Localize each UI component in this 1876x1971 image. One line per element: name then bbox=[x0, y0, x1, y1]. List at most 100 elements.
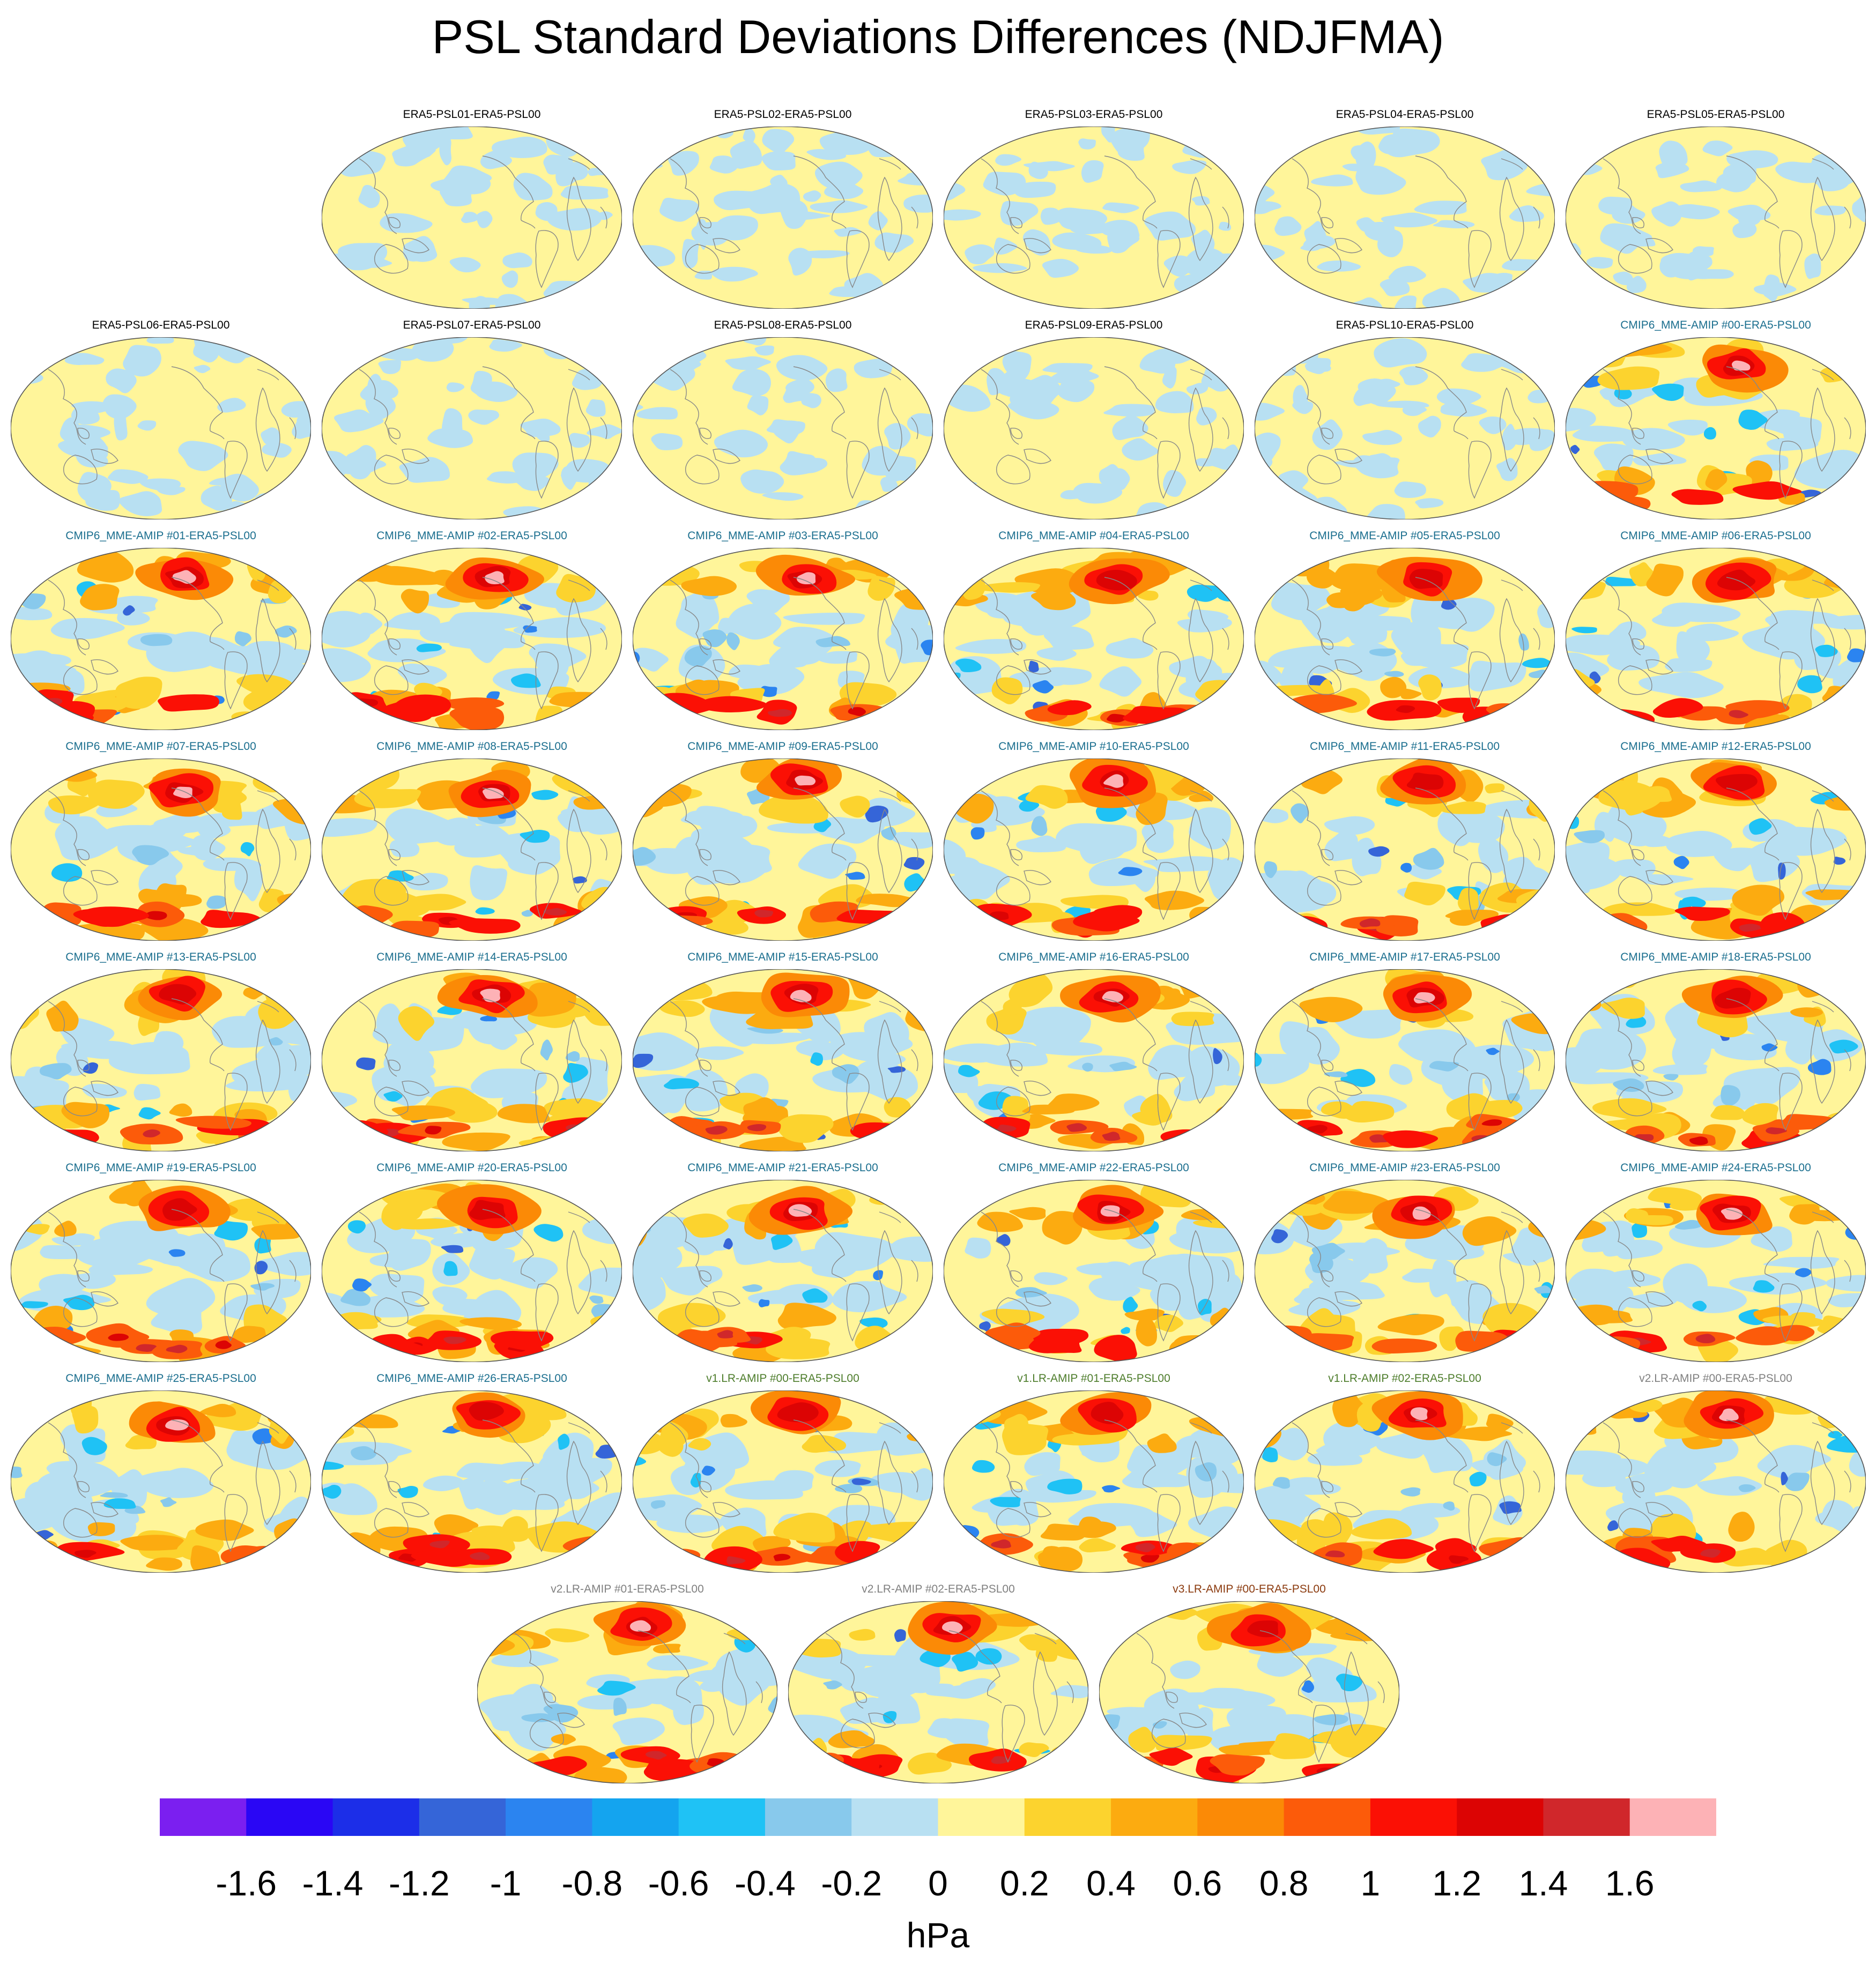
negative-anomaly-region bbox=[1524, 491, 1551, 519]
negative-anomaly-region bbox=[1176, 1434, 1236, 1458]
negative-anomaly-region bbox=[589, 1295, 604, 1304]
coastline bbox=[722, 1651, 747, 1736]
positive-anomaly-region bbox=[1033, 1328, 1089, 1348]
global-map bbox=[11, 337, 311, 519]
positive-anomaly-region bbox=[836, 910, 904, 924]
positive-anomaly-region bbox=[944, 716, 962, 730]
negative-anomaly-region bbox=[461, 824, 513, 850]
colorbar-tick-label: 1.6 bbox=[1605, 1863, 1655, 1903]
negative-anomaly-region bbox=[461, 212, 478, 224]
map-panel: ERA5-PSL10-ERA5-PSL00 bbox=[1249, 319, 1560, 523]
coastline bbox=[289, 417, 296, 440]
negative-anomaly-region bbox=[742, 1284, 762, 1292]
coastline bbox=[1222, 417, 1229, 440]
positive-anomaly-region bbox=[215, 1340, 232, 1349]
coastline bbox=[1645, 449, 1673, 464]
negative-anomaly-region bbox=[1274, 216, 1302, 236]
coastline bbox=[535, 1073, 559, 1131]
coastline bbox=[793, 787, 845, 853]
map-panel: v3.LR-AMIP #00-ERA5-PSL00 bbox=[1094, 1583, 1405, 1787]
positive-anomaly-region bbox=[232, 1326, 268, 1343]
map-outline bbox=[944, 1180, 1244, 1362]
negative-anomaly-region bbox=[325, 292, 370, 309]
positive-anomaly-region bbox=[1797, 969, 1829, 998]
coastline bbox=[359, 369, 397, 445]
positive-anomaly-region bbox=[24, 1224, 50, 1235]
positive-anomaly-region bbox=[434, 1514, 479, 1538]
negative-anomaly-region bbox=[424, 127, 473, 139]
negative-anomaly-region bbox=[944, 489, 979, 499]
negative-anomaly-region bbox=[1022, 229, 1051, 256]
coastline bbox=[1779, 862, 1803, 920]
coastline bbox=[255, 1019, 280, 1104]
coastline bbox=[1764, 641, 1779, 650]
coastline bbox=[1632, 428, 1644, 439]
coastline bbox=[832, 852, 847, 861]
negative-anomaly-region bbox=[449, 257, 481, 273]
coastline bbox=[1844, 1470, 1851, 1493]
coastline bbox=[911, 1470, 918, 1493]
negative-anomaly-region bbox=[1749, 818, 1772, 835]
colorbar-segment bbox=[938, 1798, 1025, 1836]
coastline bbox=[48, 1211, 86, 1288]
map-panel: CMIP6_MME-AMIP #26-ERA5-PSL00 bbox=[316, 1372, 627, 1576]
map-panel: CMIP6_MME-AMIP #15-ERA5-PSL00 bbox=[627, 951, 938, 1155]
negative-anomaly-region bbox=[1324, 830, 1358, 861]
negative-anomaly-region bbox=[1191, 196, 1210, 206]
coastline bbox=[1104, 577, 1156, 642]
negative-anomaly-region bbox=[1214, 993, 1228, 1007]
negative-anomaly-region bbox=[498, 1257, 558, 1289]
positive-anomaly-region bbox=[1812, 712, 1831, 730]
positive-anomaly-region bbox=[1766, 1127, 1787, 1135]
negative-anomaly-region bbox=[661, 127, 678, 139]
positive-anomaly-region bbox=[849, 1628, 876, 1641]
negative-anomaly-region bbox=[1600, 223, 1652, 254]
coastline bbox=[877, 176, 902, 262]
positive-anomaly-region bbox=[166, 1344, 188, 1353]
positive-anomaly-region bbox=[78, 906, 149, 927]
negative-anomaly-region bbox=[153, 813, 208, 835]
negative-anomaly-region bbox=[441, 1245, 464, 1253]
negative-anomaly-region bbox=[383, 1042, 434, 1075]
coastline bbox=[1222, 206, 1229, 229]
positive-anomaly-region bbox=[326, 705, 356, 728]
negative-anomaly-region bbox=[761, 151, 796, 171]
coastline bbox=[1618, 665, 1652, 695]
negative-anomaly-region bbox=[1311, 174, 1353, 187]
negative-anomaly-region bbox=[796, 1040, 844, 1061]
negative-anomaly-region bbox=[760, 686, 777, 697]
positive-anomaly-region bbox=[991, 1539, 1011, 1549]
negative-anomaly-region bbox=[1570, 445, 1580, 455]
negative-anomaly-region bbox=[475, 907, 495, 915]
coastline bbox=[879, 1001, 901, 1013]
coastline bbox=[637, 1630, 689, 1695]
positive-anomaly-region bbox=[1736, 1326, 1794, 1345]
negative-anomaly-region bbox=[997, 1234, 1011, 1246]
negative-anomaly-region bbox=[1352, 837, 1382, 876]
positive-anomaly-region bbox=[1566, 1113, 1592, 1141]
coastline bbox=[691, 1705, 714, 1763]
panel-label: CMIP6_MME-AMIP #07-ERA5-PSL00 bbox=[65, 740, 256, 753]
panel-label: ERA5-PSL09-ERA5-PSL00 bbox=[1025, 319, 1163, 331]
negative-anomaly-region bbox=[1721, 1085, 1741, 1106]
positive-anomaly-region bbox=[1060, 895, 1129, 909]
positive-anomaly-region bbox=[1511, 1334, 1555, 1349]
map-outline bbox=[11, 548, 311, 730]
coastline bbox=[1307, 1297, 1341, 1327]
panel-label: ERA5-PSL05-ERA5-PSL00 bbox=[1647, 108, 1785, 121]
global-map bbox=[322, 548, 622, 730]
negative-anomaly-region bbox=[543, 280, 595, 302]
positive-anomaly-region bbox=[1439, 1326, 1465, 1351]
negative-anomaly-region bbox=[1255, 432, 1281, 464]
map-panel: ERA5-PSL08-ERA5-PSL00 bbox=[627, 319, 938, 523]
coastline bbox=[1779, 1073, 1803, 1131]
negative-anomaly-region bbox=[740, 469, 784, 494]
negative-anomaly-region bbox=[358, 184, 380, 209]
negative-anomaly-region bbox=[659, 197, 700, 222]
coastline bbox=[1179, 1713, 1207, 1728]
negative-anomaly-region bbox=[134, 1083, 161, 1101]
negative-anomaly-region bbox=[1828, 1293, 1866, 1307]
positive-anomaly-region bbox=[459, 1317, 522, 1330]
positive-anomaly-region bbox=[253, 763, 305, 793]
coastline bbox=[996, 1297, 1030, 1327]
